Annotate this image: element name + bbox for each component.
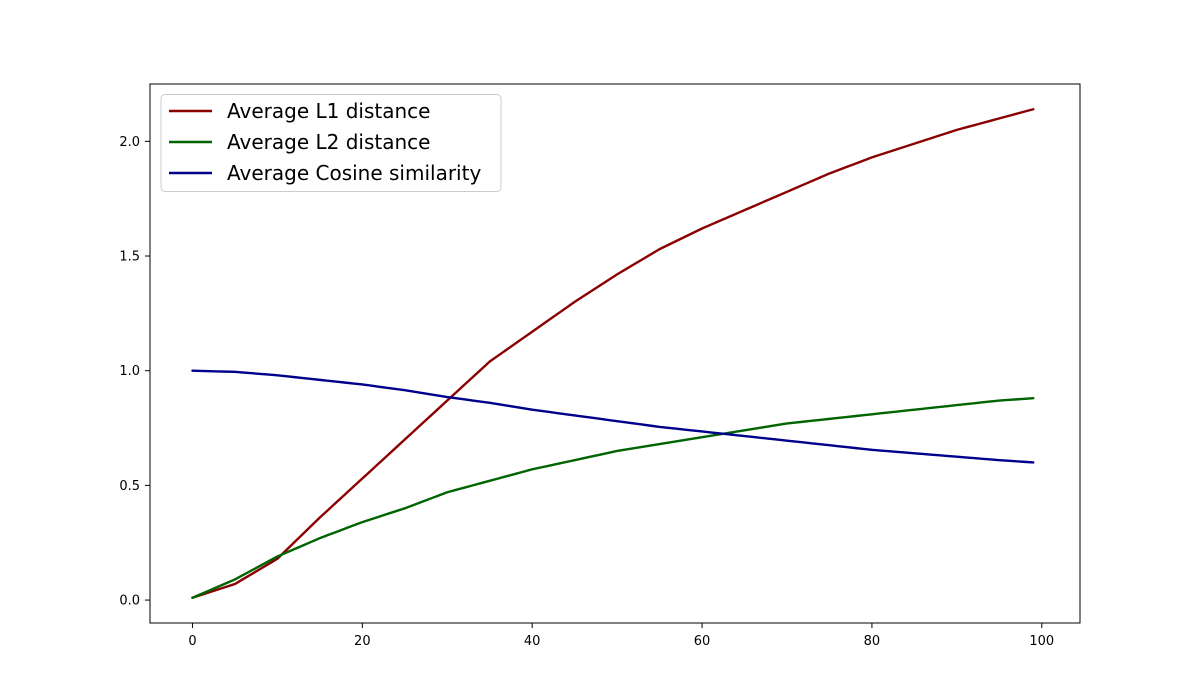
series-line-3 <box>191 369 1035 464</box>
y-tick-label: 1.0 <box>119 364 140 379</box>
x-tick-label: 40 <box>524 634 541 649</box>
series-line-2 <box>191 397 1035 599</box>
y-tick-label: 2.0 <box>119 135 140 150</box>
y-tick-label: 0.5 <box>119 479 140 494</box>
plot-area-frame <box>149 83 1081 624</box>
legend-label: Average L1 distance <box>227 99 430 123</box>
x-tick-label: 80 <box>864 634 881 649</box>
x-axis: 0 20 40 60 80 100 <box>188 623 1054 649</box>
series-line-1 <box>191 108 1035 599</box>
x-tick-label: 0 <box>188 634 196 649</box>
legend: Average L1 distance Average L2 distance Av… <box>160 94 502 192</box>
x-tick-label: 60 <box>694 634 711 649</box>
legend-label: Average Cosine similarity <box>227 161 481 185</box>
y-tick-label: 1.5 <box>119 250 140 265</box>
legend-label: Average L2 distance <box>227 130 430 154</box>
y-axis: 0.0 0.5 1.0 1.5 2.0 <box>119 135 150 609</box>
x-tick-label: 20 <box>354 634 371 649</box>
x-tick-label: 100 <box>1029 634 1054 649</box>
plot-lines <box>191 108 1035 599</box>
legend-box <box>160 94 502 192</box>
y-tick-label: 0.0 <box>119 594 140 609</box>
